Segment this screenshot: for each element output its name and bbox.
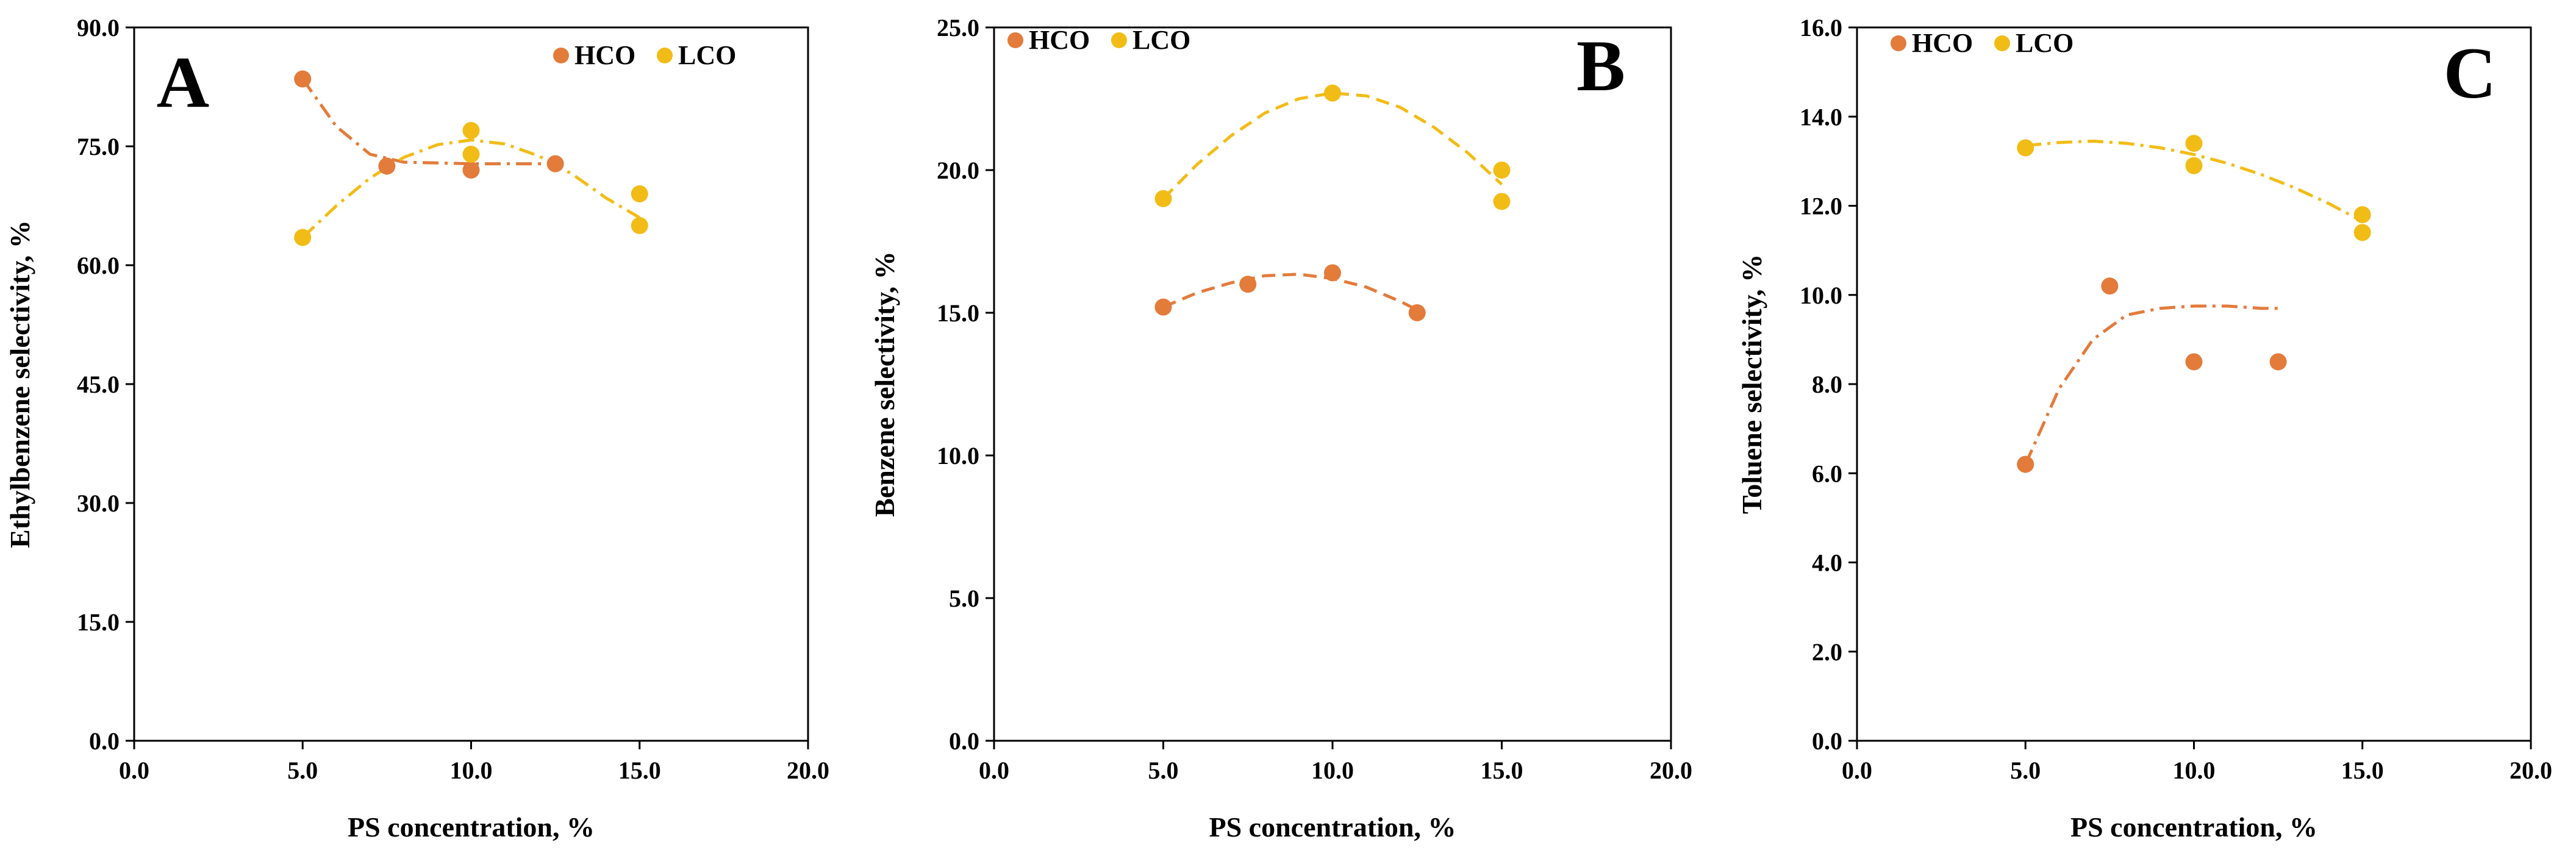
x-tick-label: 15.0 — [2341, 757, 2384, 784]
y-tick-label: 30.0 — [77, 490, 120, 517]
x-tick-label: 5.0 — [287, 757, 318, 784]
y-tick-label: 0.0 — [949, 727, 979, 755]
y-tick-label: 20.0 — [937, 157, 979, 184]
data-point-lco — [2353, 224, 2371, 241]
panel-letter: B — [1576, 25, 1625, 106]
trend-line-lco — [1162, 91, 1503, 200]
y-tick-label: 14.0 — [1800, 103, 1842, 130]
x-tick-label: 10.0 — [1311, 757, 1354, 784]
legend-marker-lco — [1111, 32, 1127, 48]
y-tick-label: 45.0 — [77, 371, 120, 398]
legend-marker-hco — [553, 48, 569, 63]
y-tick-label: 8.0 — [1812, 371, 1842, 398]
data-point-lco — [1493, 193, 1511, 210]
legend-label-lco: LCO — [1132, 25, 1190, 55]
x-tick-label: 0.0 — [119, 757, 149, 784]
legend-label-lco: LCO — [2016, 28, 2073, 58]
y-tick-label: 5.0 — [949, 585, 979, 612]
data-point-lco — [2017, 139, 2034, 157]
data-point-lco — [631, 185, 648, 202]
trend-line-lco — [301, 138, 641, 239]
legend-marker-hco — [1891, 35, 1906, 51]
data-point-lco — [462, 122, 480, 139]
x-tick-label: 5.0 — [2010, 757, 2041, 784]
data-point-hco — [546, 155, 564, 173]
data-point-lco — [1324, 84, 1341, 102]
panel-letter: A — [157, 41, 210, 123]
y-tick-label: 0.0 — [89, 727, 120, 755]
x-axis-title: PS concentration, % — [348, 811, 595, 843]
data-point-lco — [2185, 157, 2203, 174]
y-tick-label: 12.0 — [1800, 193, 1842, 220]
data-point-lco — [631, 217, 648, 234]
y-axis-title: Toluene selectivity, % — [1736, 254, 1767, 514]
y-axis-title: Ethylbenzene selectivity, % — [4, 220, 35, 548]
x-tick-label: 10.0 — [450, 757, 493, 784]
y-tick-label: 2.0 — [1812, 638, 1842, 666]
panel-c: 0.0 5.0 10.0 15.0 20.0 0.0 2.0 4.0 6.0 8.0 10.0 12.… — [1736, 14, 2552, 843]
x-tick-label: 0.0 — [979, 757, 1009, 784]
x-tick-label: 0.0 — [1842, 757, 1872, 784]
data-point-lco — [294, 229, 312, 246]
panel-letter: C — [2444, 32, 2497, 113]
panel-a: 0.0 5.0 10.0 15.0 20.0 0.0 15.0 30.0 45.0 60.0 75.… — [4, 14, 829, 843]
trend-line-lco — [2025, 139, 2363, 223]
panel-b: 0.0 5.0 10.0 15.0 20.0 0.0 5.0 10.0 15.0 20.0 25.0… — [869, 14, 1692, 843]
y-tick-label: 15.0 — [937, 299, 979, 327]
x-tick-label: 10.0 — [2173, 757, 2216, 784]
data-point-hco — [2017, 455, 2034, 473]
data-point-hco — [2269, 353, 2287, 371]
data-point-hco — [1324, 264, 1341, 282]
x-tick-label: 5.0 — [1148, 757, 1179, 784]
trend-line-hco — [301, 78, 556, 166]
data-point-hco — [1239, 276, 1257, 293]
data-point-hco — [1154, 298, 1172, 316]
y-tick-label: 6.0 — [1812, 460, 1842, 487]
x-tick-label: 15.0 — [1481, 757, 1523, 784]
legend-marker-lco — [657, 48, 673, 63]
legend-label-hco: HCO — [1029, 25, 1090, 55]
legend-marker-hco — [1007, 32, 1023, 48]
data-point-hco — [2101, 277, 2119, 295]
y-tick-label: 90.0 — [77, 14, 120, 41]
x-tick-label: 15.0 — [618, 757, 661, 784]
y-tick-label: 25.0 — [937, 14, 979, 41]
data-point-lco — [2353, 206, 2371, 224]
legend-label-lco: LCO — [678, 40, 736, 70]
data-point-hco — [462, 162, 480, 179]
data-point-lco — [462, 146, 480, 163]
y-axis-title: Benzene selectivity, % — [869, 251, 900, 517]
trend-line-hco — [1162, 273, 1418, 312]
x-tick-label: 20.0 — [2510, 757, 2552, 784]
data-point-hco — [378, 157, 396, 175]
y-tick-label: 60.0 — [77, 252, 120, 279]
legend-label-hco: HCO — [574, 40, 635, 70]
plot-frame — [993, 26, 1672, 742]
data-point-hco — [2185, 353, 2203, 371]
x-axis-title: PS concentration, % — [2070, 811, 2317, 843]
legend-marker-lco — [1994, 35, 2010, 51]
x-tick-label: 20.0 — [1650, 757, 1692, 784]
data-point-lco — [2185, 135, 2203, 152]
y-tick-label: 16.0 — [1800, 14, 1842, 41]
legend-label-hco: HCO — [1912, 28, 1973, 58]
data-point-lco — [1493, 162, 1511, 179]
y-tick-label: 10.0 — [1800, 282, 1842, 309]
data-point-lco — [1154, 190, 1172, 207]
y-tick-label: 4.0 — [1812, 549, 1842, 577]
y-tick-label: 15.0 — [77, 608, 120, 636]
x-axis-title: PS concentration, % — [1209, 811, 1456, 843]
y-tick-label: 0.0 — [1812, 727, 1842, 755]
trend-line-hco — [2024, 304, 2278, 465]
data-point-hco — [1408, 304, 1426, 321]
data-point-hco — [294, 70, 312, 88]
plot-frame — [1856, 26, 2532, 742]
y-tick-label: 10.0 — [937, 442, 979, 469]
y-tick-label: 75.0 — [77, 133, 120, 160]
x-tick-label: 20.0 — [787, 757, 829, 784]
